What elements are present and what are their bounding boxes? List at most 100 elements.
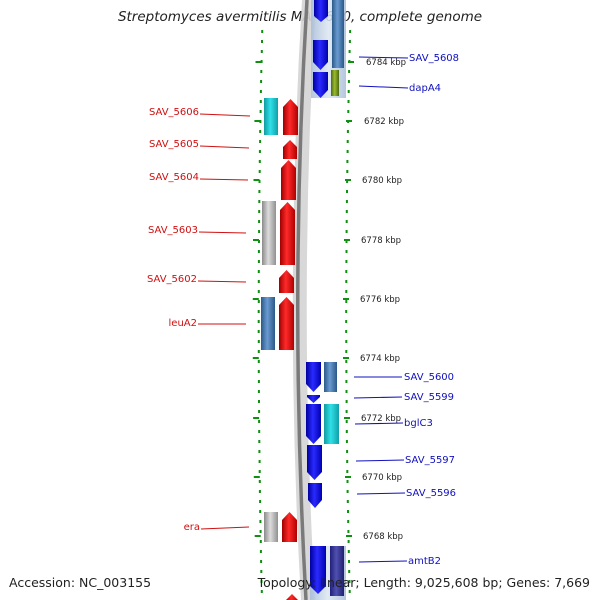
track-dot bbox=[260, 570, 263, 573]
track-dot bbox=[260, 70, 263, 73]
track-dot bbox=[345, 390, 348, 393]
track-dot bbox=[346, 170, 349, 173]
track-dot bbox=[257, 280, 260, 283]
kbp-tick-label: 6774 kbp bbox=[360, 354, 400, 364]
track-dot bbox=[260, 60, 263, 63]
track-dot bbox=[258, 240, 260, 243]
track-dot bbox=[257, 330, 260, 333]
track-dash bbox=[254, 120, 261, 122]
gene-arrow-bottom bbox=[285, 594, 299, 600]
cog-bar-bglc3 bbox=[324, 404, 339, 444]
track-dot bbox=[345, 310, 348, 313]
leader-line bbox=[199, 145, 250, 149]
gene-arrow-sav5599 bbox=[307, 395, 320, 403]
left-gene-labels: SAV_5606 SAV_5605 SAV_5604 SAV_5603 SAV_… bbox=[147, 107, 251, 533]
track-dot bbox=[345, 290, 348, 293]
track-dot bbox=[258, 420, 261, 423]
leader-line bbox=[358, 85, 409, 89]
gene-label-leua2[interactable]: leuA2 bbox=[169, 318, 197, 329]
backbone-line bbox=[295, 0, 309, 600]
track-dot bbox=[258, 410, 261, 413]
gene-label-sav5604[interactable]: SAV_5604 bbox=[149, 172, 199, 183]
track-dot bbox=[345, 400, 348, 403]
leader-line bbox=[198, 231, 247, 234]
track-dot bbox=[257, 310, 260, 313]
track-dot bbox=[346, 470, 349, 473]
track-dot bbox=[346, 190, 348, 193]
gene-label-sav5603[interactable]: SAV_5603 bbox=[148, 225, 198, 236]
track-dot bbox=[345, 210, 348, 213]
gene-label-dapa4[interactable]: dapA4 bbox=[409, 83, 441, 94]
track-dot bbox=[347, 100, 350, 103]
track-dot bbox=[258, 200, 261, 203]
gene-block-left bbox=[261, 98, 299, 600]
track-dot bbox=[348, 70, 351, 73]
kbp-tick-label: 6776 kbp bbox=[360, 295, 400, 305]
track-dot bbox=[258, 160, 261, 163]
gene-label-sav5597[interactable]: SAV_5597 bbox=[405, 455, 455, 466]
track-dot bbox=[258, 220, 261, 223]
track-dot bbox=[259, 90, 262, 93]
track-dot bbox=[348, 40, 351, 43]
track-dot bbox=[258, 400, 260, 403]
track-dot bbox=[258, 490, 261, 493]
gene-arrow-sav5604 bbox=[281, 160, 296, 200]
track-dot bbox=[345, 360, 348, 363]
gene-label-sav5606[interactable]: SAV_5606 bbox=[149, 107, 199, 118]
track-dot bbox=[345, 430, 348, 433]
track-dot bbox=[345, 380, 348, 383]
track-dot bbox=[257, 370, 260, 373]
track-dot bbox=[345, 300, 348, 303]
track-dot bbox=[259, 540, 262, 543]
track-dash bbox=[253, 179, 260, 181]
track-dot bbox=[260, 80, 263, 83]
gene-label-sav5596[interactable]: SAV_5596 bbox=[406, 488, 456, 499]
gene-label-era[interactable]: era bbox=[184, 522, 200, 533]
gene-label-sav5599[interactable]: SAV_5599 bbox=[404, 392, 454, 403]
leader-line bbox=[199, 113, 251, 117]
gene-label-amtb2[interactable]: amtB2 bbox=[408, 556, 441, 567]
cog-bar-sav5600 bbox=[324, 362, 337, 392]
kbp-tick-label: 6772 kbp bbox=[361, 414, 401, 424]
kbp-tick-label: 6778 kbp bbox=[361, 236, 401, 246]
track-dot bbox=[345, 340, 348, 343]
track-dot bbox=[259, 530, 262, 533]
gene-bar-dapa4-olive bbox=[331, 70, 339, 96]
track-dash bbox=[252, 357, 259, 359]
track-dash bbox=[253, 239, 259, 241]
track-dot bbox=[259, 100, 262, 103]
gene-arrow-sav5605 bbox=[283, 140, 297, 159]
track-dot bbox=[257, 350, 260, 353]
accession-text: Accession: NC_003155 bbox=[9, 575, 152, 590]
track-dot bbox=[258, 480, 261, 483]
track-dot bbox=[258, 450, 261, 453]
track-dot bbox=[345, 250, 348, 253]
gene-label-bglc3[interactable]: bglC3 bbox=[404, 418, 433, 429]
track-dot bbox=[257, 300, 260, 303]
track-dot bbox=[345, 410, 348, 413]
track-dot bbox=[347, 530, 350, 533]
gene-label-sav5608[interactable]: SAV_5608 bbox=[409, 53, 459, 64]
track-dot bbox=[260, 590, 263, 593]
track-dot bbox=[258, 440, 261, 443]
gene-label-sav5602[interactable]: SAV_5602 bbox=[147, 274, 197, 285]
track-dot bbox=[257, 390, 260, 393]
track-dot bbox=[345, 240, 348, 243]
gene-arrow-sav5596 bbox=[308, 483, 322, 508]
track-dot bbox=[346, 180, 349, 183]
track-dot bbox=[348, 50, 351, 53]
track-dot bbox=[257, 360, 260, 363]
track-dot bbox=[349, 30, 352, 33]
track-dot bbox=[258, 170, 261, 173]
gene-arrow-top bbox=[314, 0, 328, 22]
track-dot bbox=[347, 520, 350, 523]
gene-label-sav5605[interactable]: SAV_5605 bbox=[149, 139, 199, 150]
genome-summary-text: Topology: linear; Length: 9,025,608 bp; … bbox=[257, 575, 590, 590]
track-dot bbox=[258, 180, 261, 183]
gene-arrow-sav5602 bbox=[279, 270, 294, 293]
gene-arrow-dapa4 bbox=[313, 72, 328, 98]
track-dot bbox=[259, 500, 262, 503]
track-dot bbox=[260, 580, 263, 583]
gene-label-sav5600[interactable]: SAV_5600 bbox=[404, 372, 454, 383]
